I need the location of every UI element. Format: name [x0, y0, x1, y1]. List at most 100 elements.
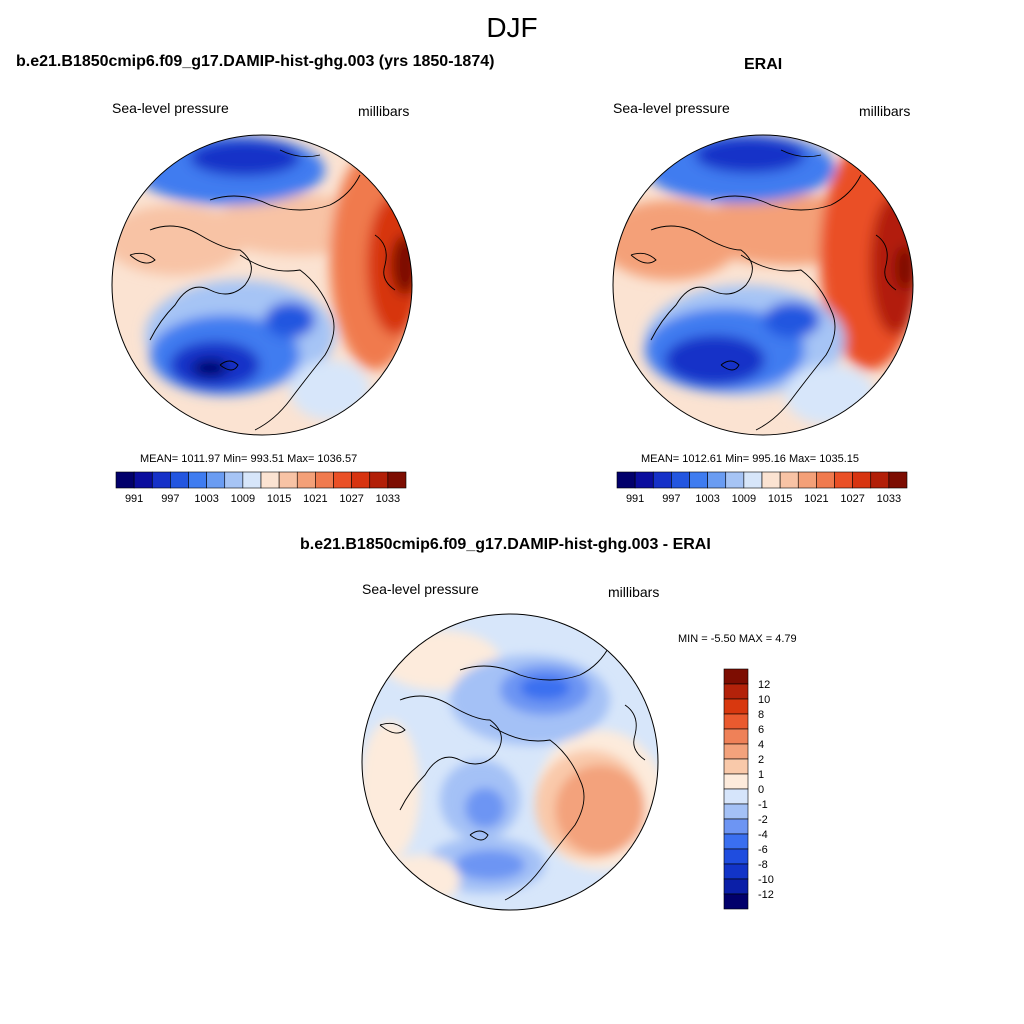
panel1-variable: Sea-level pressure [112, 100, 229, 116]
colorbar-tick-label: -10 [758, 874, 774, 886]
colorbar-panel2: 991 997 1003 1009 1015 1021 1027 1033 [616, 471, 908, 505]
panel2-units: millibars [859, 103, 911, 119]
colorbar-tick-label: 1027 [840, 493, 864, 505]
panel3-stats: MIN = -5.50 MAX = 4.79 [678, 633, 797, 645]
colorbar-swatch [743, 471, 763, 489]
colorbar-swatch [315, 471, 334, 489]
panel1-stats: MEAN= 1011.97 Min= 993.51 Max= 1036.57 [140, 453, 358, 465]
colorbar-swatch [852, 471, 872, 489]
colorbar-tick-label: 2 [758, 754, 764, 766]
panel3-units: millibars [608, 584, 660, 600]
colorbar-tick-label: 1 [758, 769, 764, 781]
colorbar-swatch [723, 728, 749, 745]
colorbar-swatch [725, 471, 745, 489]
season-title: DJF [486, 12, 538, 43]
colorbar-swatch [351, 471, 371, 489]
colorbar-swatch [723, 818, 749, 835]
colorbar-tick-label: -6 [758, 844, 768, 856]
colorbar-swatch [723, 803, 749, 820]
colorbar-swatch [816, 471, 835, 489]
colorbar-swatch [296, 471, 316, 489]
panel3-title: b.e21.B1850cmip6.f09_g17.DAMIP-hist-ghg.… [300, 536, 711, 553]
colorbar-swatch [206, 471, 226, 489]
colorbar-tick-label: -4 [758, 829, 768, 841]
colorbar-swatch [115, 471, 135, 489]
colorbar-tick-label: 6 [758, 724, 764, 736]
colorbar-swatch [723, 773, 749, 790]
colorbar-swatch [723, 878, 749, 895]
colorbar-tick-label: -2 [758, 814, 768, 826]
colorbar-swatch [723, 713, 749, 730]
colorbar-swatch [671, 471, 690, 489]
colorbar-tick-label: -8 [758, 859, 768, 871]
colorbar-swatch [224, 471, 244, 489]
colorbar-tick-label: 1009 [732, 493, 756, 505]
colorbar-swatch [723, 788, 749, 805]
colorbar-tick-label: 997 [662, 493, 680, 505]
colorbar-swatch [723, 743, 749, 760]
colorbar-tick-label: 991 [626, 493, 644, 505]
colorbar-tick-label: 1009 [231, 493, 255, 505]
map-panel3 [362, 614, 658, 910]
colorbar-swatch [723, 758, 749, 775]
colorbar-tick-label: 10 [758, 694, 770, 706]
colorbar-tick-label: 991 [125, 493, 143, 505]
colorbar-swatch [797, 471, 817, 489]
colorbar-tick-label: 1033 [877, 493, 901, 505]
colorbar-swatch [260, 471, 280, 489]
colorbar-swatch [723, 668, 749, 685]
colorbar-tick-label: 1003 [695, 493, 719, 505]
colorbar-tick-label: 1003 [194, 493, 218, 505]
colorbar-swatch [723, 863, 749, 880]
colorbar-swatch [779, 471, 799, 489]
colorbar-swatch [652, 471, 672, 489]
colorbar-swatch [723, 698, 749, 715]
colorbar-tick-label: 8 [758, 709, 764, 721]
colorbar-swatch [723, 893, 749, 910]
map1-border [111, 134, 413, 436]
colorbar-swatch [278, 471, 298, 489]
map3-border [361, 613, 659, 911]
colorbar-swatch [151, 471, 171, 489]
colorbar-swatch [707, 471, 727, 489]
colorbar-tick-label: 12 [758, 679, 770, 691]
colorbar-swatch [333, 471, 352, 489]
colorbar-tick-label: -1 [758, 799, 768, 811]
colorbar-tick-label: -12 [758, 889, 774, 901]
panel1-units: millibars [358, 103, 410, 119]
colorbar-swatch [888, 471, 908, 489]
colorbar-swatch [188, 471, 207, 489]
colorbar-swatch [723, 683, 749, 700]
colorbar-swatch [133, 471, 153, 489]
colorbar-swatch [761, 471, 781, 489]
colorbar-tick-label: 1021 [303, 493, 327, 505]
colorbar-swatch [170, 471, 189, 489]
colorbar-swatch [634, 471, 654, 489]
colorbar-tick-label: 1015 [768, 493, 792, 505]
panel3-variable: Sea-level pressure [362, 581, 479, 597]
colorbar-swatch [834, 471, 853, 489]
colorbar-swatch [369, 471, 389, 489]
colorbar-tick-label: 1021 [804, 493, 828, 505]
panel2-title: ERAI [744, 56, 783, 73]
colorbar-swatch [616, 471, 636, 489]
panel1-title: b.e21.B1850cmip6.f09_g17.DAMIP-hist-ghg.… [16, 53, 495, 70]
map2-border [612, 134, 914, 436]
colorbar-tick-label: 0 [758, 784, 764, 796]
colorbar-swatch [689, 471, 708, 489]
colorbar-panel1: 991 997 1003 1009 1015 1021 1027 1033 [115, 471, 407, 505]
colorbar-tick-label: 997 [161, 493, 179, 505]
colorbar-swatch [723, 848, 749, 865]
map-panel1 [112, 135, 412, 435]
map-panel2 [613, 135, 913, 435]
colorbar-swatch [242, 471, 262, 489]
colorbar-tick-label: 1027 [339, 493, 363, 505]
colorbar-tick-label: 4 [758, 739, 764, 751]
panel2-variable: Sea-level pressure [613, 100, 730, 116]
colorbar-swatch [870, 471, 890, 489]
panel2-stats: MEAN= 1012.61 Min= 995.16 Max= 1035.15 [641, 453, 860, 465]
colorbar-swatch [723, 833, 749, 850]
colorbar-tick-label: 1015 [267, 493, 291, 505]
